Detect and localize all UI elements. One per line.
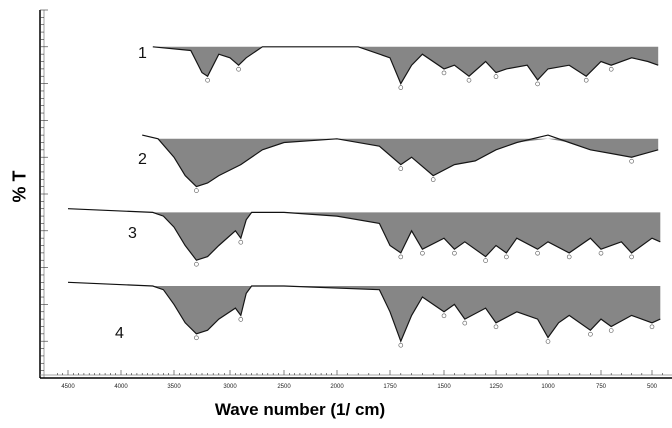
x-tick-label: 750 bbox=[596, 384, 607, 390]
trace-label-2: 2 bbox=[138, 151, 147, 168]
trace-label-3: 3 bbox=[128, 225, 137, 242]
x-tick-label: 2000 bbox=[330, 384, 344, 390]
peak-marker bbox=[238, 239, 244, 245]
peak-marker bbox=[441, 70, 447, 76]
peak-marker bbox=[483, 258, 488, 263]
x-tick-label: 4500 bbox=[61, 384, 75, 390]
peak-marker bbox=[398, 342, 404, 348]
spectra-traces bbox=[67, 46, 661, 348]
peak-marker bbox=[598, 250, 604, 256]
peak-marker bbox=[452, 250, 457, 256]
peak-marker bbox=[545, 339, 551, 344]
peak-marker bbox=[205, 77, 210, 83]
spectrum-2-fill bbox=[142, 138, 659, 187]
x-tick-label: 3500 bbox=[167, 384, 181, 390]
spectrum-1-fill bbox=[152, 46, 659, 84]
peak-marker bbox=[504, 254, 509, 260]
x-tick-label: 1750 bbox=[383, 384, 397, 390]
peak-marker bbox=[194, 335, 199, 341]
trace-label-1: 1 bbox=[138, 45, 147, 62]
peak-marker bbox=[629, 254, 634, 260]
x-axis: 4500 4000 3500 3000 2500 2000 1750 1500 1250 1000… bbox=[40, 370, 672, 390]
peak-marker bbox=[566, 254, 572, 260]
x-tick-label: 1500 bbox=[437, 384, 451, 390]
peak-marker bbox=[462, 320, 468, 326]
peak-marker bbox=[466, 77, 472, 83]
peak-marker bbox=[398, 166, 404, 171]
x-tick-label: 500 bbox=[647, 384, 658, 390]
x-tick-label: 1250 bbox=[489, 384, 503, 390]
peak-marker bbox=[608, 328, 614, 333]
peak-marker bbox=[649, 324, 655, 330]
spectrum-3-fill bbox=[68, 212, 661, 261]
peak-marker bbox=[535, 81, 540, 87]
x-tick-label: 2500 bbox=[277, 384, 291, 390]
x-axis-label: Wave number (1/ cm) bbox=[214, 400, 386, 419]
peak-marker bbox=[583, 77, 589, 83]
peak-marker bbox=[629, 158, 634, 164]
peak-marker bbox=[535, 250, 540, 256]
spectrum-4-fill bbox=[68, 286, 661, 342]
peak-marker bbox=[236, 66, 241, 72]
peak-marker bbox=[608, 66, 614, 72]
peak-marker bbox=[441, 313, 447, 319]
y-axis bbox=[39, 9, 48, 379]
peak-marker bbox=[194, 261, 199, 267]
y-axis-label: % T bbox=[9, 170, 30, 203]
peak-marker bbox=[493, 74, 499, 79]
peak-marker bbox=[420, 250, 425, 256]
x-tick-label: 4000 bbox=[114, 384, 128, 390]
peak-marker bbox=[238, 317, 244, 322]
trace-labels: 1 2 3 4 bbox=[115, 45, 147, 342]
peak-marker bbox=[398, 254, 404, 260]
peak-marker bbox=[398, 85, 404, 90]
peak-marker bbox=[493, 324, 499, 330]
peak-marker bbox=[588, 331, 593, 337]
peak-marker bbox=[194, 188, 199, 193]
x-tick-label: 1000 bbox=[541, 384, 555, 390]
x-tick-label: 3000 bbox=[223, 384, 237, 390]
trace-label-4: 4 bbox=[115, 325, 124, 342]
peak-marker bbox=[430, 177, 436, 182]
